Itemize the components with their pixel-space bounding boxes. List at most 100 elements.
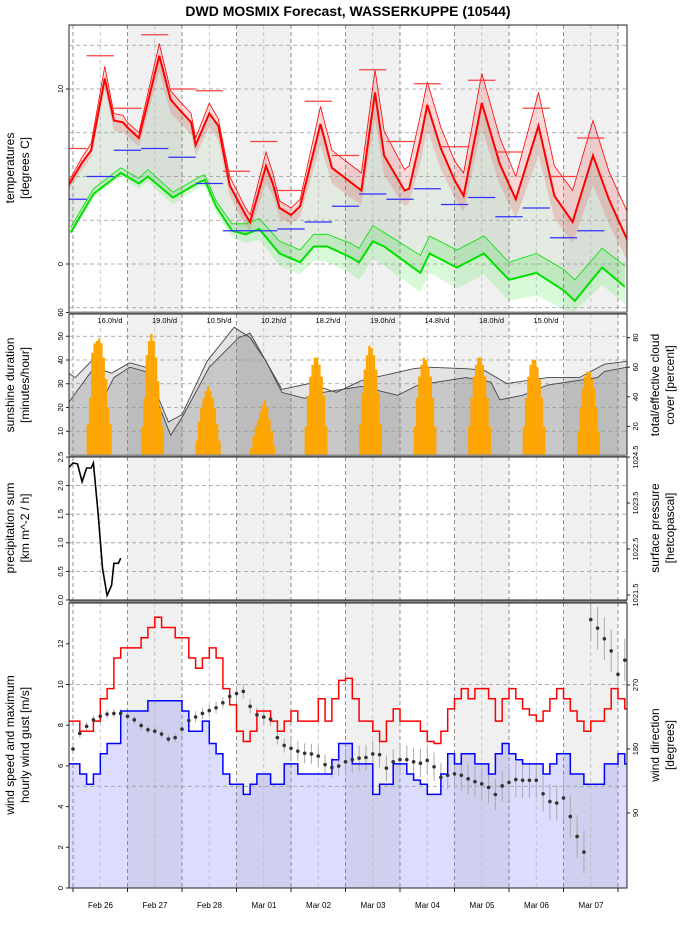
sunshine-bar bbox=[420, 364, 423, 455]
wind-panel bbox=[69, 603, 627, 888]
sunshine-bar bbox=[415, 398, 419, 455]
sunshine-bar bbox=[379, 424, 382, 455]
y-axis-label: [km m^-2 / h] bbox=[18, 494, 32, 563]
wind-direction-point bbox=[166, 737, 171, 741]
wind-direction-point bbox=[391, 759, 395, 764]
daily-sunshine-label: 10.5h/d bbox=[206, 316, 231, 325]
sunshine-bar bbox=[150, 333, 153, 455]
tmax-line bbox=[69, 55, 627, 240]
wind-direction-point bbox=[548, 799, 552, 804]
y-tick-label-right: 1021.5 bbox=[631, 584, 640, 607]
y-tick-label: 2 bbox=[56, 845, 65, 849]
sunshine-bar bbox=[95, 341, 99, 455]
wind-direction-point bbox=[432, 764, 436, 769]
sunshine-bar bbox=[486, 398, 489, 455]
wind-direction-point bbox=[275, 735, 280, 740]
wind-direction-point bbox=[207, 708, 212, 713]
wind-direction-point bbox=[302, 751, 307, 756]
wind-direction-point bbox=[411, 759, 416, 764]
wind-direction-point bbox=[309, 752, 314, 756]
wind-direction-point bbox=[296, 749, 300, 753]
wind-direction-point bbox=[602, 636, 607, 641]
sunshine-bar bbox=[91, 352, 94, 455]
sunshine-bar bbox=[266, 407, 269, 455]
sunshine-bar bbox=[586, 371, 589, 455]
sunshine-bar bbox=[593, 388, 596, 455]
x-day-label: Feb 27 bbox=[143, 901, 168, 910]
x-day-label: Mar 03 bbox=[361, 901, 386, 910]
sunshine-bar bbox=[370, 348, 373, 455]
wind-direction-point bbox=[234, 691, 239, 696]
y-tick-label: 10 bbox=[56, 85, 65, 93]
sunshine-bar bbox=[311, 364, 314, 455]
wind-direction-point bbox=[187, 718, 191, 723]
sunshine-bar bbox=[306, 395, 310, 455]
sunshine-bar bbox=[581, 388, 585, 455]
wind-direction-point bbox=[623, 658, 627, 662]
sunshine-bar bbox=[583, 376, 587, 455]
sunshine-bar bbox=[147, 341, 151, 455]
wind-direction-point bbox=[582, 850, 586, 854]
sunshine-bar bbox=[477, 357, 480, 455]
y-axis-label: [degrees C] bbox=[18, 137, 32, 199]
y-tick-label: 2.0 bbox=[56, 480, 65, 490]
y-axis-label-right: wind direction bbox=[648, 708, 662, 782]
x-day-label: Mar 04 bbox=[415, 901, 440, 910]
sunshine-bar bbox=[200, 407, 203, 455]
wind-direction-point bbox=[370, 752, 375, 756]
wind-direction-point bbox=[350, 757, 355, 762]
sunshine-bar bbox=[104, 379, 108, 455]
wind-direction-point bbox=[132, 718, 137, 722]
sunshine-bar bbox=[102, 357, 105, 455]
y-tick-label: 20 bbox=[56, 403, 65, 411]
sunshine-bar bbox=[597, 431, 600, 455]
sunshine-bar bbox=[533, 360, 537, 455]
wind-direction-point bbox=[112, 711, 116, 716]
sunshine-bar bbox=[429, 376, 432, 455]
cloud-total-line bbox=[69, 326, 627, 423]
sunshine-bar bbox=[543, 426, 546, 455]
daily-sunshine-label: 19.0h/d bbox=[152, 316, 177, 325]
wind-direction-point bbox=[398, 757, 402, 762]
wind-direction-point bbox=[118, 711, 123, 716]
sunshine-bar bbox=[325, 426, 328, 455]
wind-direction-point bbox=[493, 792, 498, 797]
sunshine-bar bbox=[577, 431, 580, 455]
wind-direction-point bbox=[268, 717, 273, 721]
sunshine-bar bbox=[488, 426, 491, 455]
sunshine-bar bbox=[197, 421, 201, 455]
daily-sunshine-label: 18.0h/d bbox=[479, 316, 504, 325]
wind-direction-point bbox=[200, 711, 205, 716]
sunshine-bar bbox=[263, 400, 267, 455]
sunshine-bar bbox=[304, 426, 307, 455]
axes-frame: 0 10 10 20 30 40 50 60 0.0 0.5 1.0 1.5 2.0 2.5 0 2 4 6 8 10… bbox=[3, 24, 677, 910]
temperature-panel bbox=[69, 25, 627, 312]
y-axis-label: precipitation sum bbox=[3, 483, 17, 574]
sunshine-bar bbox=[588, 371, 591, 455]
wind-direction-point bbox=[459, 773, 464, 778]
sunshine-bar bbox=[434, 426, 437, 455]
y-tick-label-right: 80 bbox=[631, 333, 640, 341]
y-tick-label: 6 bbox=[56, 764, 65, 768]
wind-direction-point bbox=[527, 778, 532, 783]
wind-direction-point bbox=[316, 754, 321, 758]
daily-sunshine-label: 14.8h/d bbox=[424, 316, 449, 325]
y-tick-label-right: 270 bbox=[631, 679, 640, 692]
y-axis-label-right: [hetcopascal] bbox=[663, 493, 677, 564]
daily-sunshine-label: 16.0h/d bbox=[97, 316, 122, 325]
wind-direction-point bbox=[159, 732, 164, 736]
sunshine-bar bbox=[481, 364, 485, 455]
sunshine-bar bbox=[431, 398, 435, 455]
y-tick-label: 30 bbox=[56, 380, 65, 388]
wind-direction-point bbox=[616, 672, 620, 677]
sunshine-bar bbox=[372, 355, 376, 455]
sunshine-bar bbox=[315, 357, 319, 455]
sunshine-bar bbox=[204, 390, 208, 455]
y-tick-label-right: 1022.5 bbox=[631, 538, 640, 561]
y-tick-label: 1.0 bbox=[56, 538, 65, 548]
sunshine-bar bbox=[145, 355, 149, 455]
wind-direction-point bbox=[357, 756, 361, 761]
y-axis-label-right: [degrees] bbox=[663, 720, 677, 770]
sunshine-bar bbox=[470, 398, 473, 455]
